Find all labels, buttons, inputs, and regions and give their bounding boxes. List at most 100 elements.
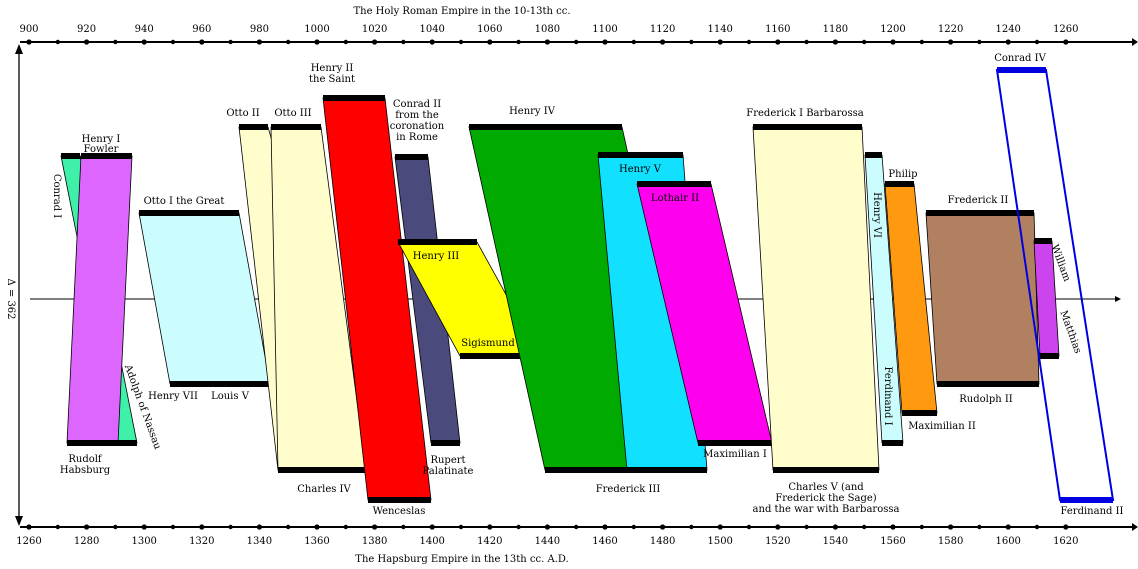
top-tick-minor-dot bbox=[977, 39, 982, 45]
top-tick-label-1000: 1000 bbox=[304, 24, 329, 35]
bottom-bar-conrad-i bbox=[118, 440, 137, 446]
top-tick-label-1200: 1200 bbox=[880, 24, 905, 35]
top-tick-dot-920 bbox=[84, 39, 90, 45]
top-tick-minor-dot bbox=[1034, 39, 1040, 45]
label-henry-v: Henry V bbox=[619, 164, 662, 175]
top-bar-henry-i bbox=[81, 153, 132, 159]
delta-arrow: Δ = 362 bbox=[5, 44, 23, 526]
label-philip: Philip bbox=[888, 169, 917, 180]
bottom-tick-label-1320: 1320 bbox=[189, 536, 214, 547]
top-tick-dot-1200 bbox=[890, 39, 896, 45]
bottom-tick-dot-1540 bbox=[832, 524, 839, 530]
bottom-axis-arrowhead bbox=[1132, 523, 1138, 531]
bottom-tick-minor-dot bbox=[286, 524, 291, 530]
bottom-tick-dot-1420 bbox=[487, 524, 493, 530]
bottom-tick-dot-1400 bbox=[429, 524, 435, 530]
top-tick-minor-dot bbox=[919, 39, 924, 45]
label-rupert-line2: Palatinate bbox=[423, 466, 474, 477]
delta-arrow-head-bottom bbox=[15, 516, 23, 526]
label-charles-v-line2: Frederick the Sage) bbox=[775, 493, 876, 504]
bottom-tick-label-1340: 1340 bbox=[247, 536, 272, 547]
bottom-tick-label-1560: 1560 bbox=[880, 536, 905, 547]
bottom-tick-dot-1300 bbox=[141, 524, 147, 530]
top-tick-dot-1060 bbox=[487, 39, 493, 45]
label-matthias: Matthias bbox=[1057, 309, 1083, 355]
bottom-tick-dot-1460 bbox=[602, 524, 608, 530]
bottom-tick-label-1440: 1440 bbox=[535, 536, 560, 547]
label-rudolf-line1: Rudolf bbox=[68, 454, 103, 465]
label-maximilian-i: Maximilian I bbox=[703, 449, 767, 460]
top-tick-dot-1240 bbox=[1005, 39, 1011, 45]
top-tick-dot-900 bbox=[26, 39, 32, 45]
top-bar-frederick-ii bbox=[926, 210, 1034, 216]
bottom-tick-label-1360: 1360 bbox=[304, 536, 329, 547]
bottom-tick-minor-dot bbox=[401, 524, 406, 530]
bottom-tick-dot-1440 bbox=[544, 524, 551, 530]
bottom-tick-label-1300: 1300 bbox=[131, 536, 156, 547]
top-bar-henry-v bbox=[598, 152, 683, 158]
top-tick-label-1020: 1020 bbox=[362, 24, 387, 35]
parallelogram-otto-i bbox=[138, 212, 271, 385]
label-henry-iii: Henry III bbox=[413, 251, 460, 262]
bottom-bar-philip bbox=[902, 410, 937, 416]
top-tick-label-1100: 1100 bbox=[592, 24, 617, 35]
bottom-tick-label-1420: 1420 bbox=[477, 536, 502, 547]
top-tick-minor-dot bbox=[574, 39, 579, 45]
top-bar-conrad-iv bbox=[997, 67, 1046, 73]
bottom-tick-dot-1600 bbox=[1005, 524, 1011, 530]
top-tick-label-1220: 1220 bbox=[938, 24, 963, 35]
bottom-tick-dot-1520 bbox=[775, 524, 781, 530]
top-tick-label-1080: 1080 bbox=[535, 24, 560, 35]
top-tick-minor-dot bbox=[746, 39, 752, 45]
label-conrad-ii-line3: coronation bbox=[390, 121, 445, 132]
top-tick-label-1120: 1120 bbox=[650, 24, 675, 35]
label-rudolph-ii: Rudolph II bbox=[959, 394, 1013, 405]
top-tick-minor-dot bbox=[401, 39, 406, 45]
label-henry-vii: Henry VII bbox=[148, 391, 198, 402]
parallelogram-barbarossa bbox=[752, 126, 880, 471]
label-henry-i-line1: Henry I bbox=[82, 134, 121, 145]
bottom-tick-minor-dot bbox=[343, 524, 348, 530]
label-lothair-ii: Lothair II bbox=[651, 193, 699, 204]
label-frederick-ii: Frederick II bbox=[948, 195, 1009, 206]
bottom-tick-label-1620: 1620 bbox=[1053, 536, 1078, 547]
label-charles-iv: Charles IV bbox=[297, 484, 351, 495]
bottom-bar-conrad-ii bbox=[431, 440, 460, 446]
bottom-tick-dot-1560 bbox=[890, 524, 896, 530]
top-tick-dot-1020 bbox=[372, 39, 378, 45]
top-tick-label-900: 900 bbox=[19, 24, 38, 35]
bottom-tick-label-1520: 1520 bbox=[765, 536, 790, 547]
top-bar-william bbox=[1034, 238, 1052, 244]
top-bar-otto-i bbox=[139, 210, 239, 216]
bottom-tick-minor-dot bbox=[919, 524, 924, 530]
bottom-tick-minor-dot bbox=[977, 524, 982, 530]
top-tick-dot-1120 bbox=[660, 39, 666, 45]
label-henry-iv: Henry IV bbox=[509, 106, 556, 117]
bottom-bar-conrad-iv bbox=[1060, 497, 1113, 503]
bottom-tick-dot-1580 bbox=[948, 524, 954, 530]
label-frederick-iii: Frederick III bbox=[596, 484, 661, 495]
top-tick-dot-980 bbox=[256, 39, 262, 45]
bottom-bar-henry-i bbox=[67, 440, 118, 446]
top-tick-dot-1100 bbox=[602, 39, 608, 45]
top-tick-dot-1140 bbox=[717, 39, 723, 45]
bottom-bar-barbarossa bbox=[773, 467, 879, 473]
label-conrad-ii-line1: Conrad II bbox=[393, 99, 441, 110]
top-bar-conrad-ii bbox=[395, 154, 428, 160]
bottom-tick-dot-1500 bbox=[717, 524, 723, 530]
bottom-tick-label-1580: 1580 bbox=[938, 536, 963, 547]
bottom-tick-minor-dot bbox=[458, 524, 464, 530]
bottom-tick-minor-dot bbox=[170, 524, 176, 530]
label-henry-ii-line2: the Saint bbox=[309, 74, 355, 85]
top-tick-minor-dot bbox=[862, 39, 867, 45]
top-bar-henry-ii bbox=[323, 95, 385, 101]
bottom-tick-minor-dot bbox=[516, 524, 521, 530]
bottom-tick-label-1500: 1500 bbox=[707, 536, 732, 547]
label-otto-ii: Otto II bbox=[226, 108, 259, 119]
label-conrad-iv: Conrad IV bbox=[994, 53, 1046, 64]
bottom-title: The Hapsburg Empire in the 13th cc. A.D. bbox=[355, 554, 568, 565]
top-tick-label-1260: 1260 bbox=[1053, 24, 1078, 35]
bottom-tick-minor-dot bbox=[574, 524, 579, 530]
bottom-tick-dot-1360 bbox=[314, 524, 320, 530]
label-rudolf-line2: Habsburg bbox=[60, 465, 111, 476]
